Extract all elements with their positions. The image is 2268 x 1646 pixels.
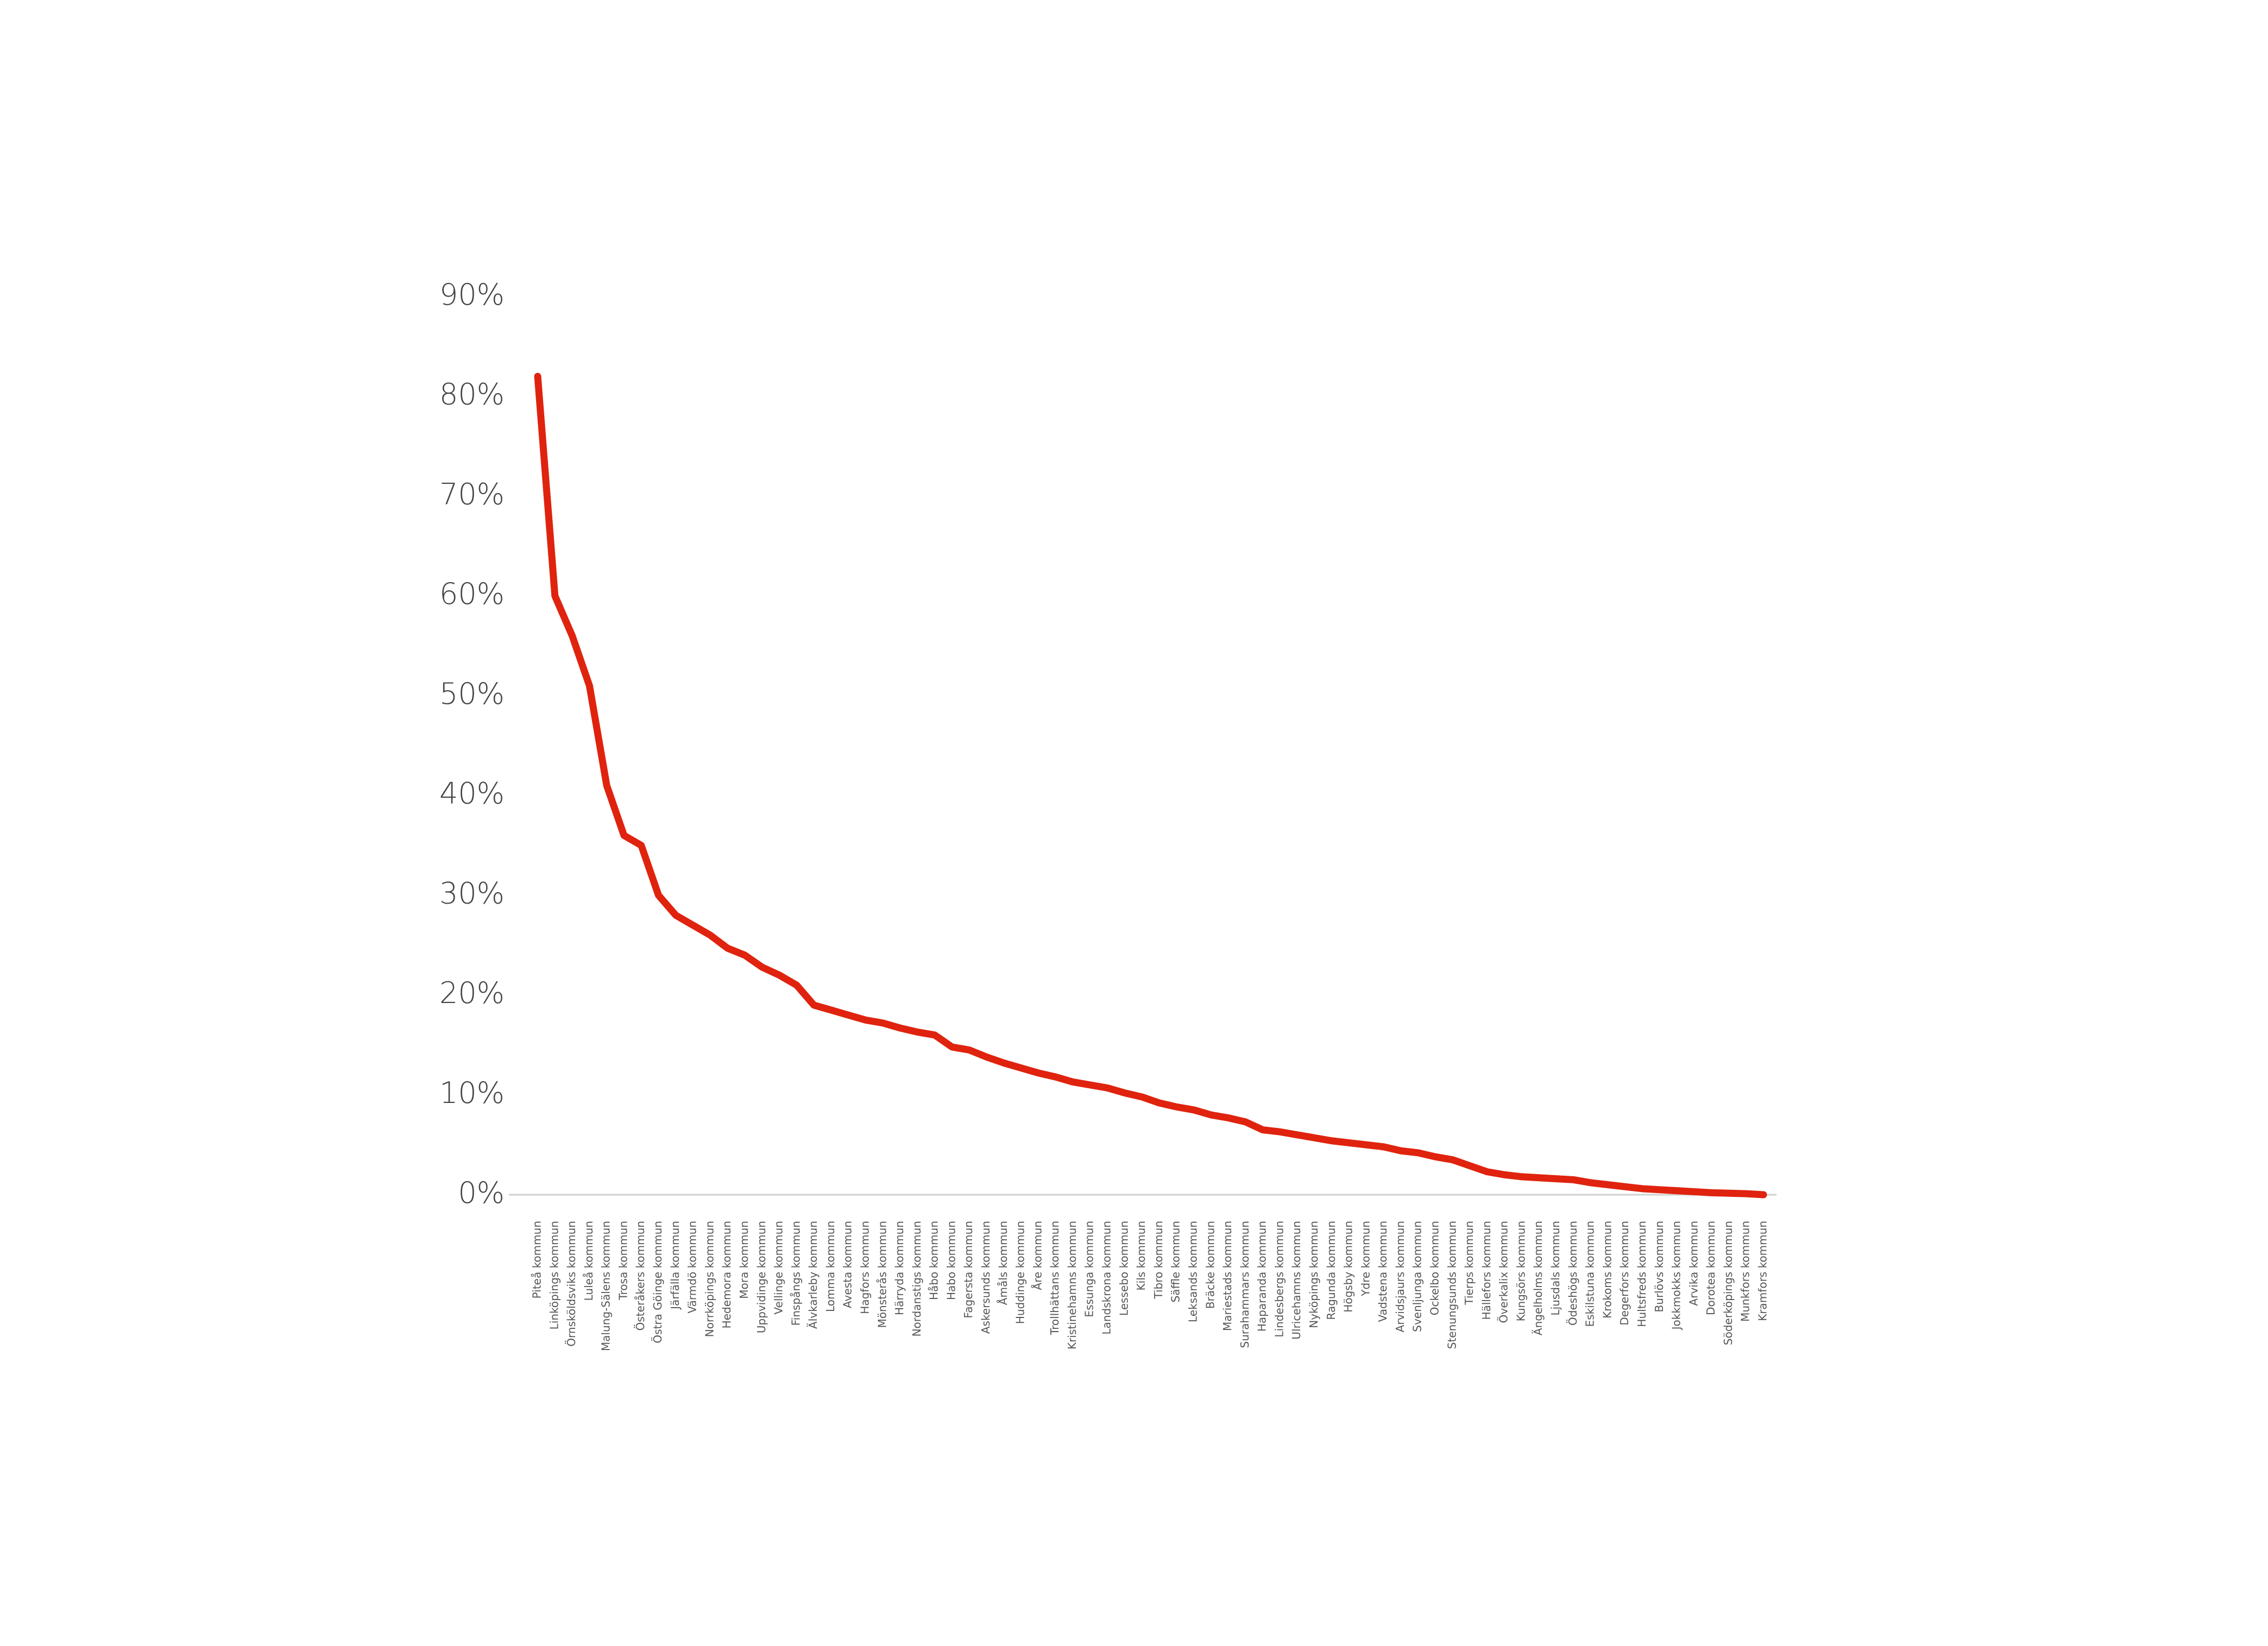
x-tick-label: Huddinge kommun bbox=[1014, 1221, 1027, 1324]
y-tick-label: 30% bbox=[439, 876, 505, 910]
x-tick-label: Trollhättans kommun bbox=[1048, 1221, 1061, 1335]
x-tick-label: Linköpings kommun bbox=[547, 1221, 560, 1329]
x-tick-label: Ljusdals kommun bbox=[1549, 1221, 1562, 1316]
x-tick-label: Krokoms kommun bbox=[1601, 1221, 1614, 1319]
x-tick-label: Trosa kommun bbox=[616, 1221, 629, 1301]
x-tick-label: Vadstena kommun bbox=[1376, 1221, 1389, 1322]
y-tick-label: 40% bbox=[439, 777, 505, 811]
x-tick-label: Härryda kommun bbox=[893, 1221, 906, 1315]
x-tick-label: Piteå kommun bbox=[531, 1221, 544, 1298]
data-line bbox=[534, 373, 1767, 1199]
x-tick-label: Kramfors kommun bbox=[1756, 1221, 1769, 1321]
x-tick-label: Ödeshögs kommun bbox=[1566, 1221, 1579, 1326]
x-tick-label: Högsby kommun bbox=[1342, 1221, 1355, 1313]
x-tick-label: Ängelholms kommun bbox=[1532, 1221, 1545, 1335]
x-tick-label: Bräcke kommun bbox=[1204, 1221, 1217, 1309]
x-tick-label: Luleå kommun bbox=[582, 1221, 595, 1301]
x-tick-label: Eskilstuna kommun bbox=[1584, 1221, 1597, 1327]
x-tick-label: Surahammars kommun bbox=[1238, 1221, 1251, 1348]
x-tick-label: Vellinge kommun bbox=[772, 1221, 785, 1315]
y-tick-label: 90% bbox=[439, 278, 505, 312]
y-tick-label: 10% bbox=[439, 1076, 505, 1110]
x-tick-label: Leksands kommun bbox=[1186, 1221, 1199, 1322]
x-tick-label: Stenungsunds kommun bbox=[1445, 1221, 1458, 1349]
x-tick-label: Finspångs kommun bbox=[789, 1221, 802, 1326]
x-tick-label: Åmåls kommun bbox=[997, 1221, 1010, 1305]
x-tick-label: Hedemora kommun bbox=[720, 1221, 733, 1328]
x-tick-label: Habo kommun bbox=[944, 1221, 957, 1300]
x-tick-label: Tierps kommun bbox=[1463, 1221, 1476, 1306]
x-tick-label: Örnsköldsviks kommun bbox=[565, 1221, 578, 1347]
x-tick-label: Degerfors kommun bbox=[1618, 1221, 1631, 1326]
x-tick-label: Essunga kommun bbox=[1083, 1221, 1096, 1317]
x-tick-label: Munkfors kommun bbox=[1739, 1221, 1752, 1322]
x-tick-label: Värmdö kommun bbox=[686, 1221, 699, 1313]
x-tick-label: Mariestads kommun bbox=[1221, 1221, 1234, 1331]
x-tick-label: Avesta kommun bbox=[841, 1221, 854, 1308]
y-tick-label: 60% bbox=[439, 577, 505, 611]
x-tick-label: Håbo kommun bbox=[928, 1221, 941, 1300]
x-tick-label: Norrköpings kommun bbox=[703, 1221, 716, 1337]
x-tick-label: Burlövs kommun bbox=[1653, 1221, 1666, 1312]
x-tick-label: Kungsörs kommun bbox=[1514, 1221, 1527, 1321]
y-tick-label: 50% bbox=[439, 677, 505, 711]
y-tick-label: 0% bbox=[458, 1176, 505, 1210]
x-tick-label: Haparanda kommun bbox=[1256, 1221, 1269, 1332]
x-tick-label: Askersunds kommun bbox=[979, 1221, 992, 1334]
x-tick-label: Arvidsjaurs kommun bbox=[1394, 1221, 1407, 1332]
x-tick-label: Tibro kommun bbox=[1152, 1221, 1165, 1300]
x-tick-label: Mora kommun bbox=[738, 1221, 751, 1299]
x-tick-label: Åre kommun bbox=[1031, 1221, 1044, 1290]
x-tick-label: Uppvidinge kommun bbox=[755, 1221, 768, 1333]
x-tick-label: Kristinehamns kommun bbox=[1066, 1221, 1079, 1349]
x-tick-label: Mönsterås kommun bbox=[875, 1221, 889, 1328]
x-tick-label: Överkalix kommun bbox=[1497, 1221, 1510, 1323]
x-tick-label: Hällefors kommun bbox=[1480, 1221, 1493, 1320]
x-tick-label: Östra Göinge kommun bbox=[651, 1221, 664, 1344]
y-tick-label: 70% bbox=[439, 477, 505, 511]
x-tick-label: Nyköpings kommun bbox=[1307, 1221, 1320, 1328]
x-tick-label: Järfälla kommun bbox=[669, 1221, 682, 1310]
x-tick-label: Söderköpings kommun bbox=[1722, 1221, 1735, 1345]
x-tick-label: Hultsfreds kommun bbox=[1635, 1221, 1648, 1327]
x-tick-label: Säffle kommun bbox=[1169, 1221, 1182, 1302]
x-tick-label: Österåkers kommun bbox=[634, 1221, 647, 1330]
x-tick-label: Fagersta kommun bbox=[962, 1221, 975, 1318]
y-tick-label: 20% bbox=[439, 976, 505, 1010]
x-tick-label: Ockelbo kommun bbox=[1428, 1221, 1441, 1315]
x-tick-label: Svenljunga kommun bbox=[1411, 1221, 1424, 1332]
x-tick-label: Ragunda kommun bbox=[1325, 1221, 1338, 1320]
x-tick-label: Arvika kommun bbox=[1687, 1221, 1700, 1306]
x-tick-label: Lindesbergs kommun bbox=[1272, 1221, 1286, 1338]
x-tick-label: Älvkarleby kommun bbox=[807, 1221, 820, 1329]
x-tick-label: Lomma kommun bbox=[824, 1221, 837, 1312]
x-tick-label: Ydre kommun bbox=[1359, 1221, 1372, 1297]
x-tick-label: Nordanstigs kommun bbox=[910, 1221, 923, 1336]
x-tick-label: Jokkmokks kommun bbox=[1670, 1221, 1683, 1330]
x-tick-label: Malung-Sälens kommun bbox=[600, 1221, 613, 1351]
x-tick-label: Kils kommun bbox=[1135, 1221, 1148, 1290]
y-tick-label: 80% bbox=[439, 377, 505, 412]
x-tick-label: Landskrona kommun bbox=[1100, 1221, 1113, 1335]
x-tick-label: Dorotea kommun bbox=[1704, 1221, 1717, 1315]
x-tick-label: Lessebo kommun bbox=[1117, 1221, 1130, 1316]
x-tick-label: Hagfors kommun bbox=[858, 1221, 871, 1314]
x-tick-label: Ulricehamns kommun bbox=[1290, 1221, 1303, 1340]
